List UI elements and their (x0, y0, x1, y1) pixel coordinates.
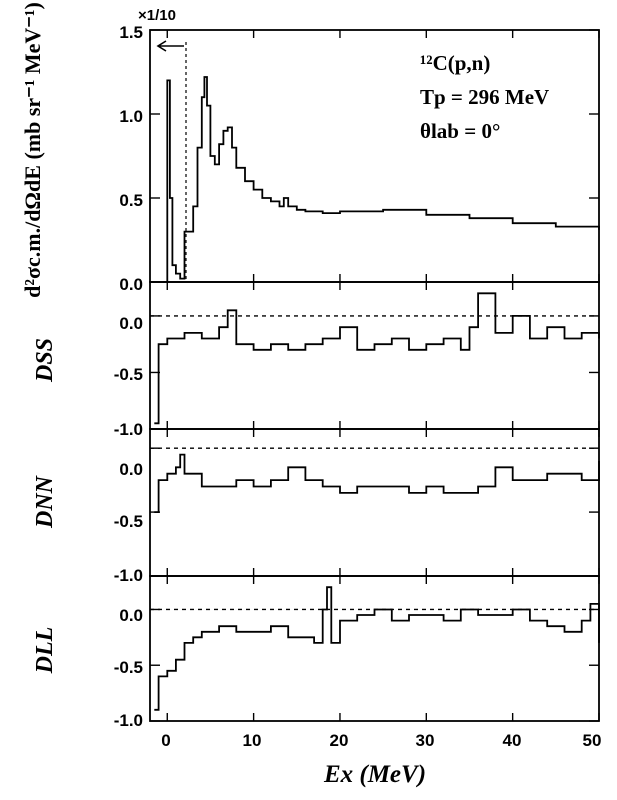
dss-y-axis-title: DSS (32, 338, 58, 383)
scale-arrow-icon (156, 40, 184, 52)
y-tick-label: 0.0 (119, 275, 143, 294)
beam-energy-label: Tp = 296 MeV (420, 85, 549, 109)
x-tick-label: 20 (330, 731, 349, 750)
angle-label: θlab = 0° (420, 119, 500, 143)
cross-section-y-ticks (150, 29, 599, 283)
y-tick-label: -0.5 (114, 365, 143, 384)
y-tick-label: 1.0 (119, 107, 143, 126)
dss-frame (149, 281, 600, 430)
y-tick-label: -1.0 (114, 711, 143, 730)
dss-y-ticks (150, 315, 599, 430)
x-tick-label: 40 (503, 731, 522, 750)
y-tick-label: -0.5 (114, 658, 143, 677)
dss-panel: 0.0 -0.5 -1.0 DSS (32, 292, 600, 439)
y-tick-label: 0.0 (119, 314, 143, 333)
dnn-y-axis-title: DNN (32, 474, 58, 529)
y-tick-label: -0.5 (114, 512, 143, 531)
cross-section-series (163, 76, 600, 283)
x-tick-label: 30 (416, 731, 435, 750)
dll-panel: 0.0 -0.5 -1.0 DLL (32, 586, 600, 730)
cross-section-y-axis-title: d²σc.m./dΩdE (mb sr⁻¹ MeV⁻¹) (20, 2, 45, 298)
x-tick-label: 10 (243, 731, 262, 750)
dnn-panel: 0.0 -0.5 -1.0 DNN (32, 447, 600, 585)
x-tick-label: 0 (161, 731, 170, 750)
cross-section-panel: 1.5 1.0 0.5 0.0 ×1/10 ¹²C(p,n) Tp = 296 … (20, 2, 600, 298)
x-axis-title: Ex (MeV) (323, 761, 426, 788)
reaction-label: ¹²C(p,n) (420, 51, 490, 75)
dll-frame (149, 575, 600, 722)
cross-section-frame (149, 29, 600, 283)
y-tick-label: 1.5 (119, 23, 143, 42)
dnn-frame (149, 428, 600, 577)
y-tick-label: 0.5 (119, 191, 143, 210)
dnn-series (154, 453, 600, 513)
dnn-y-ticks (150, 447, 599, 577)
y-tick-label: -1.0 (114, 566, 143, 585)
dll-y-ticks (150, 608, 599, 722)
dss-series (154, 292, 600, 425)
x-tick-label: 50 (583, 731, 602, 750)
dll-y-axis-title: DLL (32, 627, 58, 675)
y-tick-label: 0.0 (119, 460, 143, 479)
dll-series (154, 586, 600, 711)
y-tick-label: 0.0 (119, 606, 143, 625)
scale-note: ×1/10 (138, 7, 176, 24)
y-tick-label: -1.0 (114, 420, 143, 439)
